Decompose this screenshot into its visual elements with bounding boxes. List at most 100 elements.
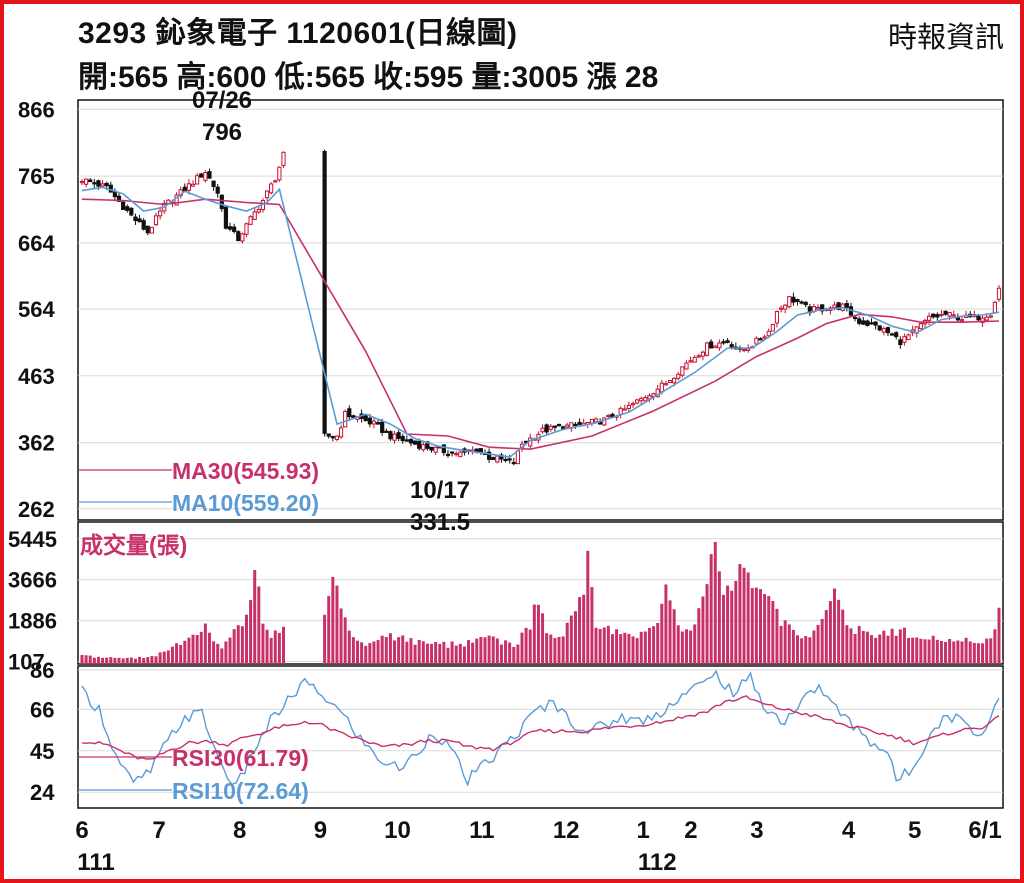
volume-bar [890,628,894,664]
volume-y-tick: 3666 [8,568,57,593]
volume-bar [545,633,549,664]
chart-title: 3293 鈊象電子 1120601(日線圖) [78,17,518,50]
volume-bar [471,642,475,664]
price-y-tick: 664 [18,231,55,256]
x-tick-month: 4 [842,817,856,844]
candle-body [898,339,903,346]
volume-bar [857,626,861,664]
candle-body [511,461,516,465]
volume-bar [376,640,380,664]
volume-bar [870,635,874,664]
volume-bar [261,623,265,664]
candle-body [894,332,899,338]
volume-bar [162,651,166,664]
candle-body [980,317,985,324]
volume-bar [224,641,228,664]
candle-body [556,423,562,427]
volume-bar [142,657,146,664]
candle-body [281,151,286,167]
candle-body [873,321,878,326]
candle-body [100,183,105,187]
volume-bar [96,656,100,664]
volume-bar [380,635,384,664]
volume-bar [191,634,195,664]
candle-body [606,414,611,418]
candle-body [137,218,142,223]
volume-bar [244,614,248,664]
volume-bar [865,631,869,664]
x-tick-year: 112 [638,849,677,876]
volume-bar [845,625,849,664]
candle-body [380,421,385,433]
volume-bar [701,596,705,664]
volume-bar [800,638,804,664]
candle-body [959,319,965,322]
candle-body [865,320,870,327]
volume-bar [684,629,688,664]
candle-body [852,316,858,320]
candle-body [861,320,866,325]
candle-body [984,316,989,321]
candle-body [795,299,800,302]
candle-body [565,424,570,428]
candle-body [454,453,459,456]
low-date-label: 10/17 [410,477,470,504]
volume-bar [413,644,417,664]
candle-body [88,179,93,183]
volume-bar [129,657,133,664]
volume-bar [874,637,878,664]
volume-bar [833,588,837,664]
x-tick-month: 11 [469,817,494,844]
volume-bar [495,638,499,664]
candle-body [458,451,463,458]
volume-bar [919,638,923,664]
volume-bar [853,633,857,664]
candle-body [322,150,327,434]
volume-bar [783,620,787,664]
volume-bar [335,585,339,664]
candle-body [269,183,274,194]
volume-bar [388,633,392,664]
volume-bar [179,645,183,664]
volume-bar [84,655,88,664]
volume-bar [512,646,516,664]
volume-bar [927,639,931,664]
candle-body [417,440,422,449]
volume-bar [430,643,434,664]
candle-body [684,362,689,370]
data-source: 時報資訊 [887,22,1004,54]
volume-bar [154,656,158,664]
volume-bar [816,624,820,664]
volume-bar [631,636,635,664]
volume-bar [187,637,191,664]
low-value-label: 331.5 [410,509,470,536]
candle-body [709,341,714,349]
volume-bar [121,658,125,664]
x-tick-month: 8 [233,817,246,844]
volume-bar [557,636,561,664]
volume-bar [175,643,179,664]
candle-body [351,415,356,418]
candle-body [803,301,808,306]
candle-body [589,418,595,424]
candle-body [820,304,825,312]
volume-bar [195,634,199,664]
candle-body [918,323,923,330]
candle-body [367,417,372,425]
price-panel [77,99,1004,521]
candle-body [881,328,886,333]
volume-bar [750,588,754,664]
volume-panel [77,521,1004,665]
volume-bar [372,641,376,664]
candle-body [499,454,504,460]
volume-y-tick: 1886 [8,609,57,634]
volume-bar [878,634,882,664]
volume-bar [146,657,150,664]
volume-bar [812,630,816,664]
volume-bar [779,625,783,664]
candle-body [248,216,253,225]
candle-body [396,432,401,439]
ma30-legend: MA30(545.93) [172,458,319,484]
volume-bar [442,641,446,664]
candle-body [149,226,155,234]
